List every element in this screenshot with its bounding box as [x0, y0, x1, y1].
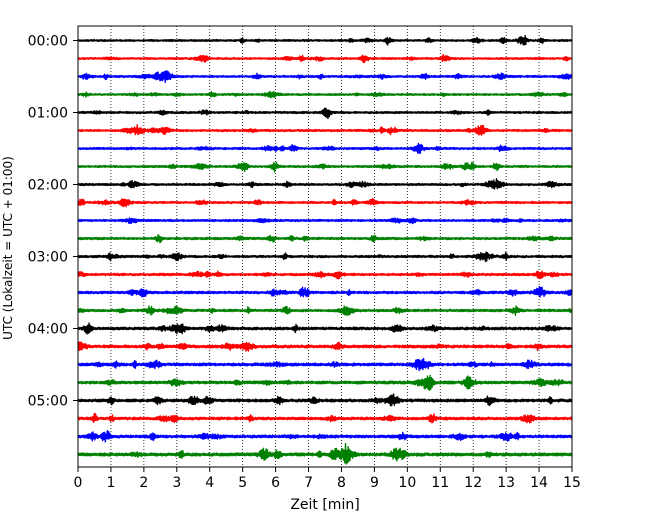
y-tick-label: 03:00: [28, 250, 68, 266]
traces: [78, 34, 572, 465]
y-tick-label: 05:00: [28, 394, 68, 410]
seismic-trace: [78, 393, 572, 407]
x-tick-label: 5: [238, 475, 247, 491]
seismic-trace: [78, 53, 572, 64]
seismic-trace: [78, 374, 572, 391]
seismic-trace: [78, 34, 572, 46]
seismic-trace: [78, 124, 572, 136]
seismic-trace: [78, 217, 572, 225]
x-tick-label: 6: [271, 475, 280, 491]
y-tick-label: 04:00: [28, 322, 68, 338]
x-tick-label: 7: [304, 475, 313, 491]
seismic-trace: [78, 161, 572, 173]
seismic-trace: [78, 430, 572, 443]
seismic-trace: [78, 270, 572, 280]
seismic-trace: [78, 142, 572, 154]
x-tick-label: 15: [563, 475, 581, 491]
x-axis-label: Zeit [min]: [290, 497, 359, 513]
y-tick-label: 01:00: [28, 106, 68, 122]
x-tick-label: 12: [464, 475, 482, 491]
seismic-trace: [78, 285, 572, 298]
y-tick-label: 02:00: [28, 178, 68, 194]
x-tick-label: 4: [205, 475, 214, 491]
seismic-trace: [78, 107, 572, 120]
x-tick-label: 0: [74, 475, 83, 491]
x-tick-label: 10: [398, 475, 416, 491]
seismic-trace: [78, 305, 572, 316]
x-tick-label: 2: [139, 475, 148, 491]
seismic-trace: [78, 341, 572, 352]
seismic-trace: [78, 177, 572, 190]
plot-frame: [77, 25, 573, 468]
seismic-trace: [78, 251, 572, 263]
x-axis: 0 1 2 3 4 5 6 7 8 9 10 11 12 13 14 15: [74, 467, 581, 491]
seismic-trace: [78, 322, 572, 335]
x-tick-label: 13: [497, 475, 515, 491]
seismic-trace: [78, 357, 572, 372]
x-tick-label: 1: [106, 475, 115, 491]
y-axis: 00:00 01:00 02:00 03:00 04:00 05:00: [28, 34, 78, 410]
x-tick-label: 9: [370, 475, 379, 491]
seismic-trace: [78, 70, 572, 84]
x-tick-label: 8: [337, 475, 346, 491]
seismic-trace: [78, 90, 572, 99]
x-tick-label: 14: [530, 475, 548, 491]
x-tick-label: 3: [172, 475, 181, 491]
y-tick-label: 00:00: [28, 34, 68, 50]
seismic-trace: [78, 233, 572, 244]
seismic-trace: [78, 442, 572, 465]
x-tick-label: 11: [431, 475, 449, 491]
seismic-trace: [78, 197, 572, 208]
seismic-trace: [78, 412, 572, 424]
y-axis-label: UTC (Lokalzeit = UTC + 01:00): [1, 156, 15, 340]
